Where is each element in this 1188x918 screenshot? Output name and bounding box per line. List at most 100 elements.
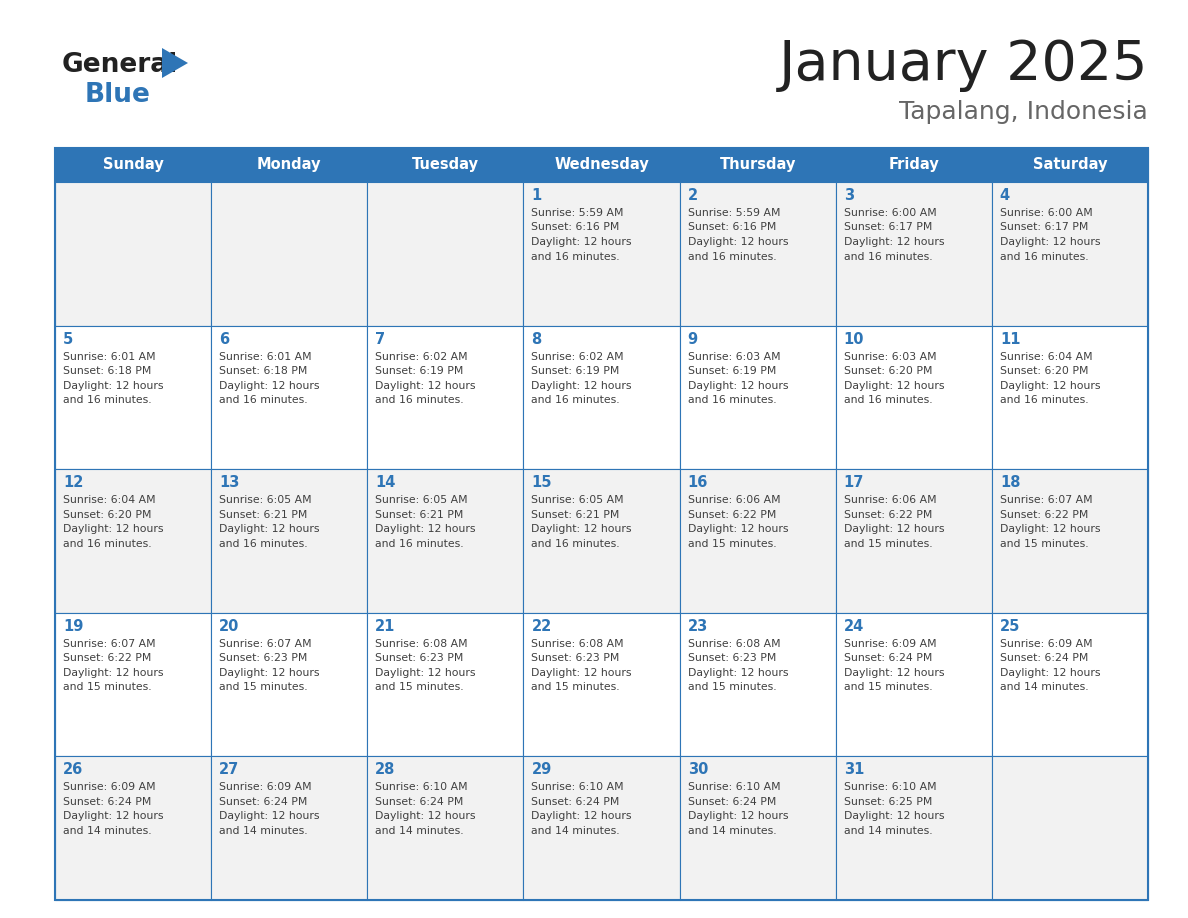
Text: Sunset: 6:24 PM: Sunset: 6:24 PM	[375, 797, 463, 807]
Text: Daylight: 12 hours: Daylight: 12 hours	[843, 524, 944, 534]
Text: Sunset: 6:18 PM: Sunset: 6:18 PM	[63, 366, 151, 376]
Bar	[680, 756, 835, 900]
Bar	[367, 469, 524, 613]
Text: Daylight: 12 hours: Daylight: 12 hours	[1000, 237, 1100, 247]
Text: Daylight: 12 hours: Daylight: 12 hours	[531, 237, 632, 247]
Text: Sunset: 6:16 PM: Sunset: 6:16 PM	[688, 222, 776, 232]
Text: Sunset: 6:21 PM: Sunset: 6:21 PM	[375, 509, 463, 520]
Text: and 14 minutes.: and 14 minutes.	[531, 826, 620, 836]
Text: Daylight: 12 hours: Daylight: 12 hours	[531, 812, 632, 822]
Text: Daylight: 12 hours: Daylight: 12 hours	[375, 524, 475, 534]
Text: Daylight: 12 hours: Daylight: 12 hours	[843, 381, 944, 390]
Text: 8: 8	[531, 331, 542, 347]
Bar	[55, 469, 211, 613]
Text: Daylight: 12 hours: Daylight: 12 hours	[531, 667, 632, 677]
Text: and 14 minutes.: and 14 minutes.	[1000, 682, 1088, 692]
Text: Sunset: 6:21 PM: Sunset: 6:21 PM	[219, 509, 308, 520]
Text: Sunrise: 6:04 AM: Sunrise: 6:04 AM	[1000, 352, 1093, 362]
Text: and 16 minutes.: and 16 minutes.	[843, 395, 933, 405]
Text: Daylight: 12 hours: Daylight: 12 hours	[843, 237, 944, 247]
Text: Daylight: 12 hours: Daylight: 12 hours	[1000, 667, 1100, 677]
Bar	[211, 756, 367, 900]
Text: 23: 23	[688, 619, 708, 633]
Text: Daylight: 12 hours: Daylight: 12 hours	[688, 237, 788, 247]
Text: Daylight: 12 hours: Daylight: 12 hours	[63, 381, 164, 390]
Text: Blue: Blue	[86, 82, 151, 108]
Text: Sunrise: 6:07 AM: Sunrise: 6:07 AM	[1000, 495, 1093, 505]
Text: Sunset: 6:22 PM: Sunset: 6:22 PM	[843, 509, 933, 520]
Text: and 16 minutes.: and 16 minutes.	[531, 395, 620, 405]
Text: Sunrise: 6:03 AM: Sunrise: 6:03 AM	[843, 352, 936, 362]
Bar	[211, 469, 367, 613]
Text: Sunrise: 6:09 AM: Sunrise: 6:09 AM	[219, 782, 311, 792]
Text: 11: 11	[1000, 331, 1020, 347]
Text: Sunset: 6:24 PM: Sunset: 6:24 PM	[63, 797, 151, 807]
Text: and 15 minutes.: and 15 minutes.	[219, 682, 308, 692]
Text: Sunrise: 6:00 AM: Sunrise: 6:00 AM	[1000, 208, 1093, 218]
Bar	[680, 613, 835, 756]
Text: and 15 minutes.: and 15 minutes.	[843, 539, 933, 549]
Text: 29: 29	[531, 763, 551, 778]
Text: Sunset: 6:23 PM: Sunset: 6:23 PM	[219, 654, 308, 664]
Text: Sunset: 6:17 PM: Sunset: 6:17 PM	[1000, 222, 1088, 232]
Text: General: General	[62, 52, 178, 78]
Text: 14: 14	[375, 476, 396, 490]
Polygon shape	[162, 48, 188, 78]
Text: 31: 31	[843, 763, 864, 778]
Text: Sunrise: 6:10 AM: Sunrise: 6:10 AM	[843, 782, 936, 792]
Text: 10: 10	[843, 331, 864, 347]
Bar	[55, 148, 1148, 900]
Text: and 16 minutes.: and 16 minutes.	[843, 252, 933, 262]
Text: 9: 9	[688, 331, 697, 347]
Text: Daylight: 12 hours: Daylight: 12 hours	[375, 381, 475, 390]
Text: and 14 minutes.: and 14 minutes.	[375, 826, 463, 836]
Bar	[367, 148, 524, 182]
Bar	[211, 148, 367, 182]
Text: Sunset: 6:16 PM: Sunset: 6:16 PM	[531, 222, 620, 232]
Text: Sunset: 6:24 PM: Sunset: 6:24 PM	[531, 797, 620, 807]
Text: Sunrise: 5:59 AM: Sunrise: 5:59 AM	[531, 208, 624, 218]
Text: Saturday: Saturday	[1032, 158, 1107, 173]
Text: Daylight: 12 hours: Daylight: 12 hours	[688, 667, 788, 677]
Text: Daylight: 12 hours: Daylight: 12 hours	[219, 524, 320, 534]
Text: Daylight: 12 hours: Daylight: 12 hours	[688, 524, 788, 534]
Text: 22: 22	[531, 619, 551, 633]
Text: 26: 26	[63, 763, 83, 778]
Text: Sunset: 6:24 PM: Sunset: 6:24 PM	[843, 654, 933, 664]
Text: Sunrise: 6:06 AM: Sunrise: 6:06 AM	[688, 495, 781, 505]
Text: Daylight: 12 hours: Daylight: 12 hours	[375, 667, 475, 677]
Bar	[835, 469, 992, 613]
Text: Monday: Monday	[257, 158, 322, 173]
Text: Sunset: 6:22 PM: Sunset: 6:22 PM	[63, 654, 151, 664]
Text: Sunrise: 6:06 AM: Sunrise: 6:06 AM	[843, 495, 936, 505]
Bar	[524, 469, 680, 613]
Bar	[835, 182, 992, 326]
Text: and 14 minutes.: and 14 minutes.	[63, 826, 152, 836]
Text: Sunrise: 6:02 AM: Sunrise: 6:02 AM	[531, 352, 624, 362]
Text: Sunrise: 6:08 AM: Sunrise: 6:08 AM	[531, 639, 624, 649]
Text: 30: 30	[688, 763, 708, 778]
Text: Sunrise: 6:03 AM: Sunrise: 6:03 AM	[688, 352, 781, 362]
Bar	[524, 613, 680, 756]
Text: January 2025: January 2025	[778, 38, 1148, 92]
Text: and 15 minutes.: and 15 minutes.	[688, 539, 776, 549]
Bar	[992, 756, 1148, 900]
Text: 17: 17	[843, 476, 864, 490]
Text: 1: 1	[531, 188, 542, 203]
Text: and 16 minutes.: and 16 minutes.	[63, 539, 152, 549]
Text: Sunrise: 6:01 AM: Sunrise: 6:01 AM	[219, 352, 311, 362]
Text: 19: 19	[63, 619, 83, 633]
Text: and 15 minutes.: and 15 minutes.	[1000, 539, 1088, 549]
Text: and 15 minutes.: and 15 minutes.	[63, 682, 152, 692]
Text: and 16 minutes.: and 16 minutes.	[219, 395, 308, 405]
Text: Sunset: 6:24 PM: Sunset: 6:24 PM	[688, 797, 776, 807]
Text: 18: 18	[1000, 476, 1020, 490]
Bar	[367, 326, 524, 469]
Text: and 16 minutes.: and 16 minutes.	[63, 395, 152, 405]
Text: Wednesday: Wednesday	[554, 158, 649, 173]
Bar	[835, 148, 992, 182]
Text: Sunrise: 6:07 AM: Sunrise: 6:07 AM	[63, 639, 156, 649]
Text: and 16 minutes.: and 16 minutes.	[1000, 395, 1088, 405]
Text: Daylight: 12 hours: Daylight: 12 hours	[843, 812, 944, 822]
Bar	[835, 326, 992, 469]
